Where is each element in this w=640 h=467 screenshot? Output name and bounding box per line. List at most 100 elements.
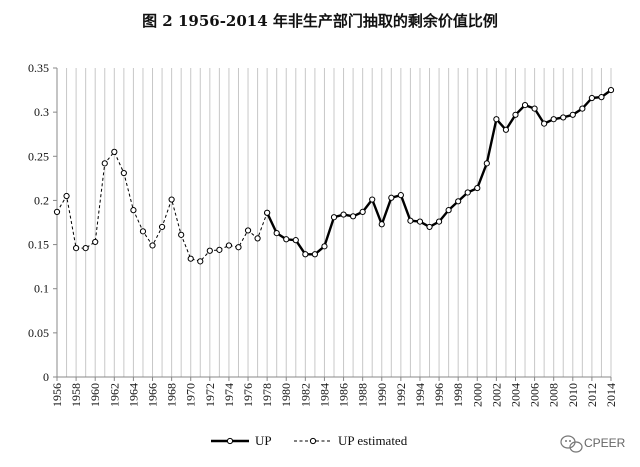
data-point-up <box>579 105 586 112</box>
watermark: CPEER <box>560 435 626 453</box>
x-tick-label: 2014 <box>604 383 618 407</box>
data-point-up-estimated <box>244 227 252 234</box>
data-point-up <box>560 114 567 121</box>
data-point-up <box>359 208 366 216</box>
data-point-up <box>311 251 318 258</box>
data-point-up-estimated <box>53 208 61 216</box>
data-point-up-estimated <box>168 196 175 203</box>
x-tick-label: 2002 <box>489 383 503 407</box>
data-point-up <box>292 237 299 244</box>
data-point-up <box>598 94 605 101</box>
data-point-up-estimated <box>63 192 70 200</box>
data-point-up-estimated <box>82 245 89 252</box>
y-tick-label: 0.2 <box>34 193 49 207</box>
x-tick-label: 1992 <box>394 383 408 407</box>
watermark-text: CPEER <box>584 436 626 450</box>
x-tick-label: 1970 <box>184 383 198 407</box>
data-point-up <box>588 94 595 102</box>
data-point-up <box>340 211 347 218</box>
x-tick-label: 1960 <box>88 383 102 407</box>
x-tick-label: 1980 <box>279 383 293 407</box>
x-tick-label: 1972 <box>203 383 217 407</box>
data-point-up-estimated <box>216 246 223 253</box>
data-point-up-estimated <box>149 242 156 249</box>
x-tick-label: 1966 <box>146 383 160 407</box>
x-tick-label: 2012 <box>585 383 599 407</box>
data-point-up <box>607 86 615 94</box>
data-point-up-estimated <box>178 231 185 238</box>
legend-marker-up <box>226 437 234 445</box>
data-point-up <box>426 223 433 231</box>
legend-marker-up-estimated <box>309 437 317 445</box>
data-point-up <box>302 251 309 258</box>
data-point-up <box>350 213 357 220</box>
data-point-up <box>531 105 538 112</box>
data-point-up-estimated <box>92 238 99 246</box>
data-point-up <box>521 101 529 109</box>
data-point-up <box>550 116 557 123</box>
y-tick-label: 0.3 <box>34 105 49 119</box>
x-tick-label: 2008 <box>547 383 561 407</box>
wechat-icon <box>560 435 583 453</box>
x-tick-label: 1982 <box>298 383 312 407</box>
data-point-up-estimated <box>225 242 233 249</box>
data-point-up-estimated <box>73 245 80 252</box>
x-tick-label: 2004 <box>508 383 522 407</box>
data-point-up-estimated <box>158 223 166 231</box>
grid-lines <box>56 68 612 377</box>
data-point-up <box>541 120 548 127</box>
data-point-up <box>493 116 500 123</box>
x-tick-label: 1990 <box>375 383 389 407</box>
data-point-up <box>455 198 462 205</box>
data-point-up <box>321 243 328 250</box>
data-point-up-estimated <box>254 235 261 242</box>
data-point-up <box>378 221 385 228</box>
legend-label-up: UP <box>255 433 272 448</box>
y-tick-label: 0.15 <box>28 238 49 252</box>
data-point-up-estimated <box>197 258 204 265</box>
axes <box>56 68 611 378</box>
x-tick-label: 2010 <box>566 383 580 407</box>
series-group <box>53 86 615 265</box>
data-point-up <box>474 184 481 192</box>
data-point-up <box>283 236 290 243</box>
x-tick-label: 1996 <box>432 383 446 407</box>
x-tick-label: 1988 <box>356 383 370 407</box>
data-point-up <box>435 218 443 225</box>
data-point-up <box>464 189 471 196</box>
x-tick-label: 1956 <box>50 383 64 407</box>
x-tick-label: 1976 <box>241 383 255 407</box>
data-point-up-estimated <box>206 247 213 254</box>
x-tick-label: 2000 <box>470 383 484 407</box>
data-point-up <box>264 209 271 216</box>
data-point-up <box>569 111 576 118</box>
data-point-up-estimated <box>235 244 242 251</box>
x-tick-label: 1974 <box>222 383 236 407</box>
x-tick-label: 1962 <box>107 383 121 407</box>
data-point-up <box>445 207 452 214</box>
x-tick-label: 1984 <box>317 383 331 407</box>
x-tick-label: 1994 <box>413 383 427 407</box>
data-point-up <box>388 194 395 201</box>
data-point-up <box>483 160 490 167</box>
data-point-up <box>273 229 280 237</box>
data-point-up-estimated <box>139 228 147 235</box>
data-point-up <box>330 214 338 221</box>
x-tick-label: 1978 <box>260 383 274 407</box>
x-tick-label: 1958 <box>69 383 83 407</box>
y-tick-label: 0 <box>43 370 49 384</box>
y-tick-label: 0.35 <box>28 61 49 75</box>
x-tick-label: 2006 <box>528 383 542 407</box>
data-point-up <box>397 192 404 199</box>
data-point-up-estimated <box>130 207 137 214</box>
y-tick-label: 0.25 <box>28 149 49 163</box>
x-axis-ticks: 1956 1958 1960 1962 1964 1966 1968 1970 1972 1974… <box>50 377 618 407</box>
data-point-up <box>407 217 414 224</box>
data-point-up <box>416 218 424 225</box>
legend-label-up-estimated: UP estimated <box>338 433 408 448</box>
y-tick-label: 0.1 <box>34 282 49 296</box>
x-tick-label: 1998 <box>451 383 465 407</box>
data-point-up <box>512 111 519 118</box>
data-point-up-estimated <box>120 169 127 177</box>
